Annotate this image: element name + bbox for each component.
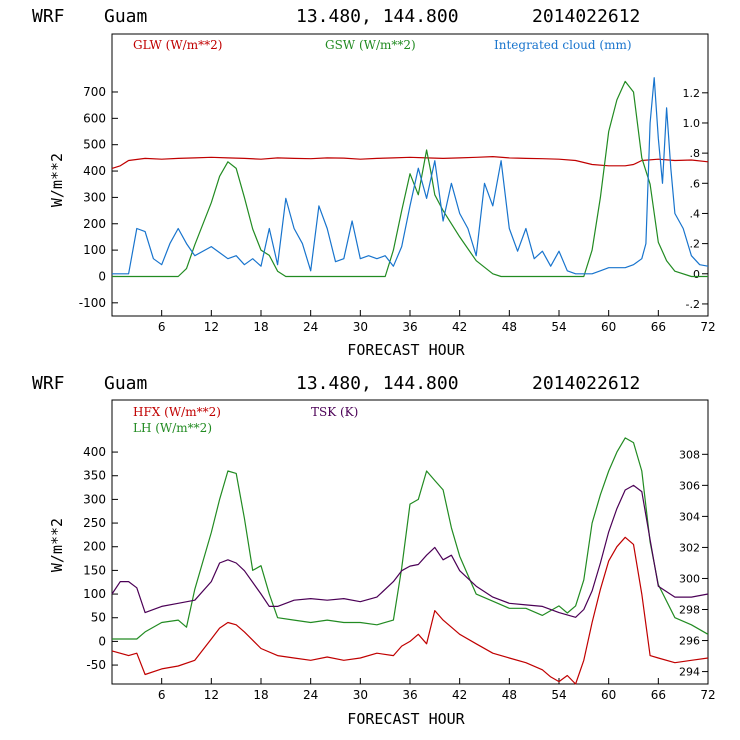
panel-bottom-location: Guam [104,373,147,394]
panel-bottom-datetime: 2014022612 [532,373,640,394]
series-line-integrated [112,77,709,275]
top-y-tick-label: 300 [83,190,106,204]
series-line-gsw [112,80,708,278]
series-line-lh [112,437,709,640]
bottom-x-tick-label: 30 [353,688,368,702]
panel-bottom: WRF Guam 13.480, 144.800 2014022612 6 12 1… [32,373,716,728]
bottom-y2-tick-label: 294 [679,666,700,679]
panel-bottom-y2-axis: 294 296 298 300 302 304 306 308 [679,448,708,679]
top-x-tick-label: 18 [253,320,268,334]
top-x-tick-label: 72 [700,320,715,334]
bottom-y-tick-label: -50 [86,658,106,672]
top-x-tick-label: 54 [551,320,566,334]
series-line-hfx [111,536,709,685]
top-y2-tick-label: 0 [693,268,700,281]
panel-top-model: WRF [32,6,65,27]
top-y-tick-label: 0 [98,269,106,283]
panel-bottom-y-label: W/m**2 [48,518,66,572]
panel-bottom-y-axis: -50 0 50 100 150 200 250 300 350 400 [83,445,118,672]
top-x-tick-label: 30 [353,320,368,334]
top-x-tick-label: 24 [303,320,318,334]
top-x-tick-label: 6 [158,320,166,334]
bottom-y-tick-label: 200 [83,540,106,554]
bottom-y-tick-label: 150 [83,563,106,577]
top-y-tick-label: 500 [83,138,106,152]
bottom-x-tick-label: 12 [204,688,219,702]
bottom-x-tick-label: 24 [303,688,318,702]
bottom-y2-tick-label: 298 [679,604,700,617]
panel-bottom-x-axis: 6 12 18 24 30 36 42 48 54 60 66 72 [158,678,716,702]
bottom-y2-tick-label: 300 [679,572,700,585]
top-x-tick-label: 48 [502,320,517,334]
top-x-tick-label: 36 [402,320,417,334]
top-y-tick-label: 200 [83,217,106,231]
panel-top-y-axis: -100 0 100 200 300 400 500 600 700 [79,85,118,310]
bottom-x-tick-label: 18 [253,688,268,702]
legend-lh: LH (W/m**2) [133,421,212,435]
top-y-tick-label: 100 [83,243,106,257]
panel-bottom-series-group [111,437,709,685]
bottom-x-tick-label: 6 [158,688,166,702]
bottom-x-tick-label: 54 [551,688,566,702]
bottom-y2-tick-label: 306 [679,479,700,492]
bottom-y-tick-label: 350 [83,469,106,483]
top-x-tick-label: 12 [204,320,219,334]
panel-bottom-model: WRF [32,373,65,394]
top-y-tick-label: 600 [83,111,106,125]
bottom-y2-tick-label: 296 [679,635,700,648]
bottom-y-tick-label: 400 [83,445,106,459]
top-y2-tick-label: 1.2 [683,87,701,100]
top-y-tick-label: 400 [83,164,106,178]
legend-gsw: GSW (W/m**2) [325,38,416,52]
top-y2-tick-label: 1.0 [683,117,701,130]
panel-top-x-axis: 6 12 18 24 30 36 42 48 54 60 66 72 [158,310,716,334]
top-y2-tick-label: .6 [690,177,701,190]
legend-glw: GLW (W/m**2) [133,38,222,52]
panel-top-y-label: W/m**2 [48,153,66,207]
panel-top-datetime: 2014022612 [532,6,640,27]
top-y2-tick-label: -.2 [686,298,700,311]
panel-bottom-coords: 13.480, 144.800 [296,373,459,394]
top-y-tick-label: -100 [79,296,106,310]
top-y-tick-label: 700 [83,85,106,99]
panel-top-x-label: FORECAST HOUR [347,341,465,359]
series-line-glw [111,156,709,169]
panel-top: WRF Guam 13.480, 144.800 2014022612 6 12 1… [32,6,716,359]
panel-top-coords: 13.480, 144.800 [296,6,459,27]
bottom-x-tick-label: 66 [651,688,666,702]
bottom-x-tick-label: 36 [402,688,417,702]
bottom-y-tick-label: 300 [83,492,106,506]
bottom-y-tick-label: 0 [98,634,106,648]
bottom-x-tick-label: 48 [502,688,517,702]
legend-hfx: HFX (W/m**2) [133,405,221,419]
bottom-y-tick-label: 50 [91,611,106,625]
legend-integrated-cloud: Integrated cloud (mm) [494,38,632,52]
bottom-y-tick-label: 250 [83,516,106,530]
top-y2-tick-label: .2 [690,238,701,251]
bottom-x-tick-label: 72 [700,688,715,702]
top-y2-tick-label: .8 [690,147,701,160]
bottom-y2-tick-label: 308 [679,448,700,461]
panel-top-location: Guam [104,6,147,27]
legend-tsk: TSK (K) [311,405,358,419]
series-line-tsk [111,484,709,618]
panel-bottom-x-label: FORECAST HOUR [347,710,465,728]
bottom-y-tick-label: 100 [83,587,106,601]
panel-top-series-group [111,77,709,278]
bottom-x-tick-label: 42 [452,688,467,702]
bottom-y2-tick-label: 302 [679,541,700,554]
bottom-y2-tick-label: 304 [679,510,700,523]
bottom-x-tick-label: 60 [601,688,616,702]
top-y2-tick-label: .4 [690,207,701,220]
top-x-tick-label: 60 [601,320,616,334]
panel-top-y2-axis: -.2 0 .2 .4 .6 .8 1.0 1.2 [683,87,708,311]
top-x-tick-label: 42 [452,320,467,334]
top-x-tick-label: 66 [651,320,666,334]
